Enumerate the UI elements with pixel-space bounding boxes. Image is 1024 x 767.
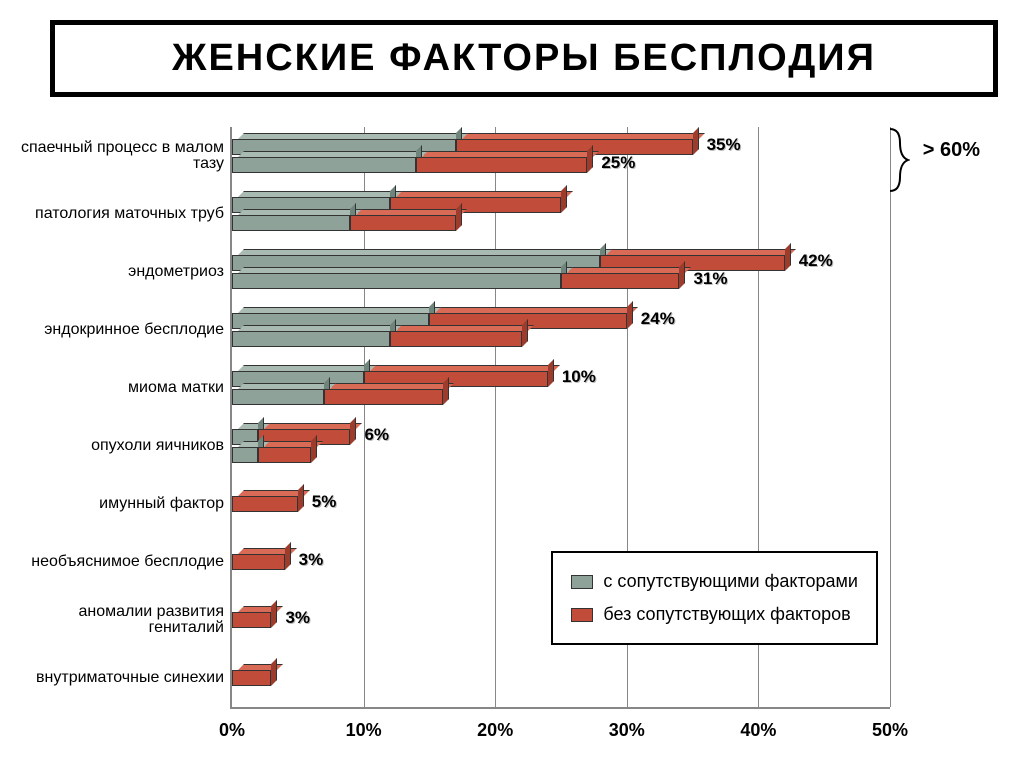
legend-swatch [571, 608, 593, 622]
chart-row: опухоли яичников6% [232, 417, 890, 475]
chart-row: патология маточных труб [232, 185, 890, 243]
bar-value-label: 25% [601, 153, 635, 173]
y-category-label: эндометриоз [14, 264, 224, 280]
bar-without [390, 331, 522, 347]
y-category-label: необъяснимое бесплодие [14, 554, 224, 570]
bar-value-label: 35% [707, 135, 741, 155]
y-category-label: патология маточных труб [14, 206, 224, 222]
legend-label: с сопутствующими факторами [603, 571, 858, 592]
bar-wrap: 6% [232, 429, 890, 445]
bar-without [232, 496, 298, 512]
brace-icon [886, 127, 910, 193]
bar-value-label: 42% [799, 251, 833, 271]
bar-with [232, 331, 390, 347]
x-tick-label: 10% [346, 720, 382, 741]
bar-with [232, 157, 416, 173]
y-category-label: спаечный процесс в малом тазу [14, 140, 224, 172]
legend-label: без сопутствующих факторов [603, 604, 850, 625]
bar-without [350, 215, 455, 231]
chart-row: имунный фактор5% [232, 475, 890, 533]
x-tick-label: 40% [740, 720, 776, 741]
bar-value-label: 31% [693, 269, 727, 289]
title-frame: ЖЕНСКИЕ ФАКТОРЫ БЕСПЛОДИЯ [50, 20, 998, 97]
bar-value-label: 5% [312, 492, 337, 512]
y-category-label: внутриматочные синехии [14, 670, 224, 686]
page-title: ЖЕНСКИЕ ФАКТОРЫ БЕСПЛОДИЯ [67, 37, 981, 80]
y-category-label: имунный фактор [14, 496, 224, 512]
bar-wrap: 5% [232, 496, 890, 512]
gridline [890, 127, 891, 707]
chart-row: спаечный процесс в малом тазу35%25% [232, 127, 890, 185]
chart-row: внутриматочные синехии [232, 649, 890, 707]
bar-with [232, 215, 350, 231]
x-tick-label: 50% [872, 720, 908, 741]
bar-value-label: 3% [299, 550, 324, 570]
y-category-label: опухоли яичников [14, 438, 224, 454]
bar-without [324, 389, 442, 405]
bar-wrap [232, 670, 890, 686]
chart-row: эндокринное бесплодие24% [232, 301, 890, 359]
bar-value-label: 10% [562, 367, 596, 387]
chart-row: эндометриоз42%31% [232, 243, 890, 301]
bar-without [416, 157, 587, 173]
bar-without [232, 554, 285, 570]
bar-without [232, 670, 271, 686]
bar-with [232, 389, 324, 405]
chart-area: 0% 10% 20% 30% 40% 50% спаечный процесс в мало… [8, 109, 998, 753]
legend-item: без сопутствующих факторов [571, 598, 858, 631]
bar-value-label: 24% [641, 309, 675, 329]
bar-with [232, 273, 561, 289]
legend-item: с сопутствующими факторами [571, 565, 858, 598]
bar-wrap [232, 447, 890, 463]
bar-wrap [232, 331, 890, 347]
y-category-label: эндокринное бесплодие [14, 322, 224, 338]
bar-with [232, 447, 258, 463]
x-tick-label: 0% [219, 720, 245, 741]
bar-wrap: 25% [232, 157, 890, 173]
slide: ЖЕНСКИЕ ФАКТОРЫ БЕСПЛОДИЯ 0% 10% 20% 30% 40%… [0, 0, 1024, 767]
legend: с сопутствующими факторами без сопутствую… [551, 551, 878, 645]
bar-value-label: 3% [285, 608, 310, 628]
legend-swatch [571, 575, 593, 589]
bar-value-label: 6% [364, 425, 389, 445]
chart-row: миома матки10% [232, 359, 890, 417]
bar-wrap: 31% [232, 273, 890, 289]
annotation-60: > 60% [923, 139, 980, 162]
bar-without [232, 612, 271, 628]
y-category-label: миома матки [14, 380, 224, 396]
x-tick-label: 20% [477, 720, 513, 741]
y-category-label: аномалии развития гениталий [14, 604, 224, 636]
bar-wrap [232, 389, 890, 405]
bar-wrap [232, 215, 890, 231]
x-tick-label: 30% [609, 720, 645, 741]
bar-without [258, 447, 311, 463]
bar-without [561, 273, 679, 289]
